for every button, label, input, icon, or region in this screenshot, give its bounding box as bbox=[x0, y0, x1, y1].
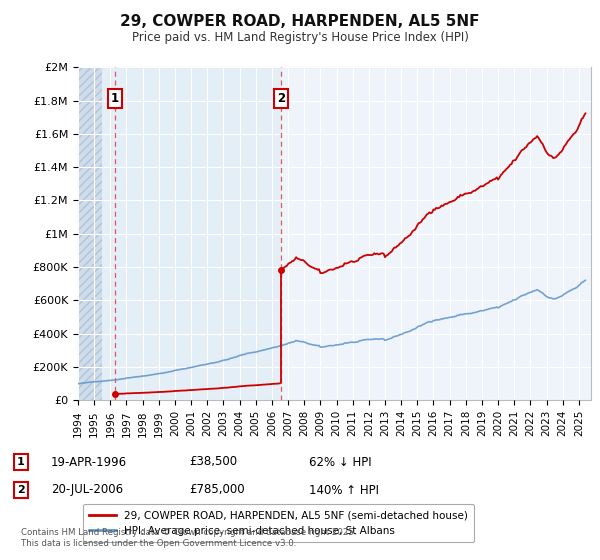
Text: 29, COWPER ROAD, HARPENDEN, AL5 5NF: 29, COWPER ROAD, HARPENDEN, AL5 5NF bbox=[120, 14, 480, 29]
Text: 1: 1 bbox=[17, 457, 25, 467]
Bar bbox=[281, 67, 591, 400]
Legend: 29, COWPER ROAD, HARPENDEN, AL5 5NF (semi-detached house), HPI: Average price, s: 29, COWPER ROAD, HARPENDEN, AL5 5NF (sem… bbox=[83, 504, 474, 542]
Text: 140% ↑ HPI: 140% ↑ HPI bbox=[309, 483, 379, 497]
Bar bbox=[102, 67, 281, 400]
Text: £38,500: £38,500 bbox=[189, 455, 237, 469]
Bar bbox=[78, 67, 102, 400]
Text: 1: 1 bbox=[111, 92, 119, 105]
Text: 62% ↓ HPI: 62% ↓ HPI bbox=[309, 455, 371, 469]
Text: 19-APR-1996: 19-APR-1996 bbox=[51, 455, 127, 469]
Text: 2: 2 bbox=[17, 485, 25, 495]
Text: £785,000: £785,000 bbox=[189, 483, 245, 497]
Text: Contains HM Land Registry data © Crown copyright and database right 2025.
This d: Contains HM Land Registry data © Crown c… bbox=[21, 528, 356, 548]
Text: Price paid vs. HM Land Registry's House Price Index (HPI): Price paid vs. HM Land Registry's House … bbox=[131, 31, 469, 44]
Text: 2: 2 bbox=[277, 92, 285, 105]
Text: 20-JUL-2006: 20-JUL-2006 bbox=[51, 483, 123, 497]
